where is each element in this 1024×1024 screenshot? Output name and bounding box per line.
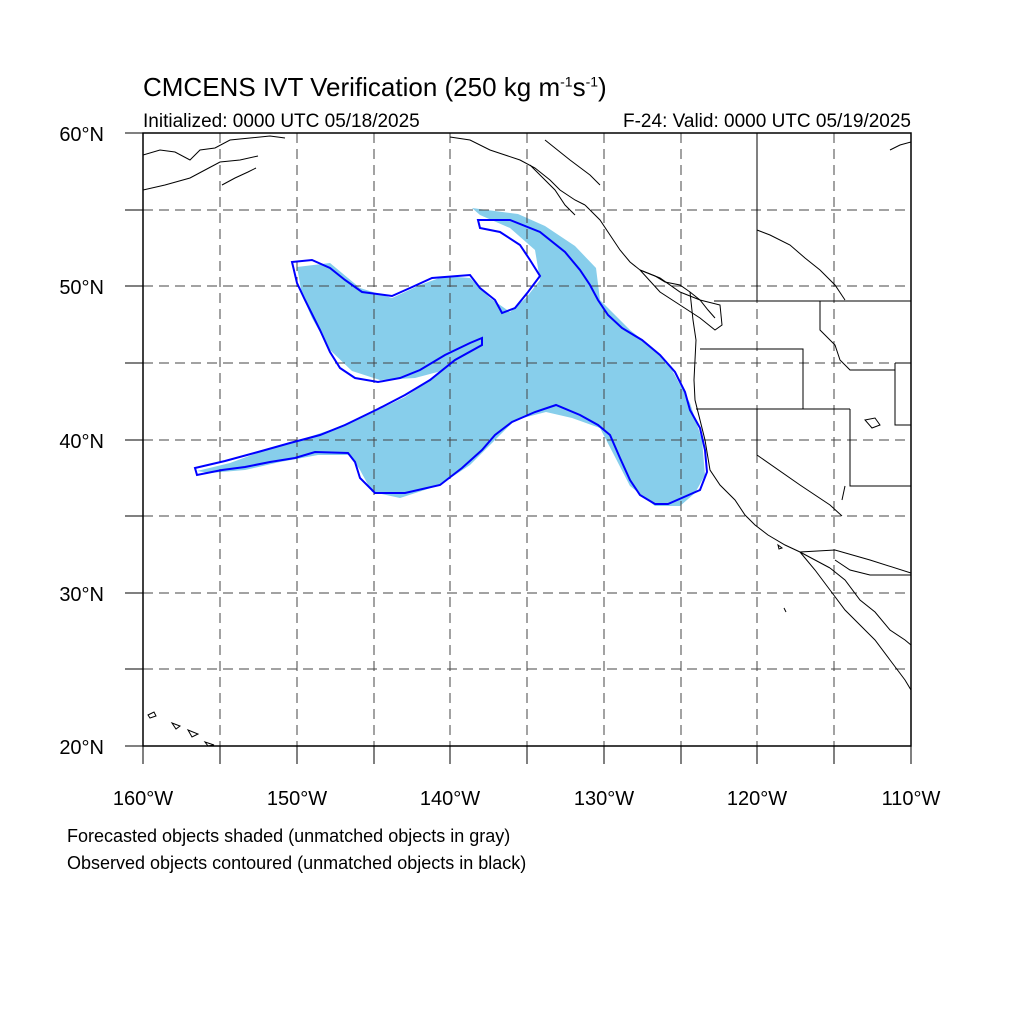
tick-marks [125, 132, 912, 764]
lat-label-40n: 40°N [59, 431, 104, 453]
legend-observed-note: Observed objects contoured (unmatched ob… [67, 853, 527, 873]
initialized-time: Initialized: 0000 UTC 05/18/2025 [143, 111, 420, 132]
lat-label-20n: 20°N [59, 737, 104, 759]
lon-label-140w: 140°W [420, 788, 480, 810]
coastlines [143, 133, 911, 746]
map-title: CMCENS IVT Verification (250 kg m-1s-1) [143, 72, 607, 102]
lon-label-150w: 150°W [267, 788, 327, 810]
observed-object-contour [193, 219, 709, 505]
lon-label-120w: 120°W [727, 788, 787, 810]
lon-label-130w: 130°W [574, 788, 634, 810]
lon-label-160w: 160°W [113, 788, 173, 810]
lat-label-60n: 60°N [59, 124, 104, 146]
legend-forecast-note: Forecasted objects shaded (unmatched obj… [67, 826, 511, 846]
forecast-object-shading [197, 208, 705, 506]
valid-time: F-24: Valid: 0000 UTC 05/19/2025 [623, 111, 911, 132]
lat-label-30n: 30°N [59, 584, 104, 606]
lon-label-110w: 110°W [882, 788, 941, 810]
lat-label-50n: 50°N [59, 277, 104, 299]
